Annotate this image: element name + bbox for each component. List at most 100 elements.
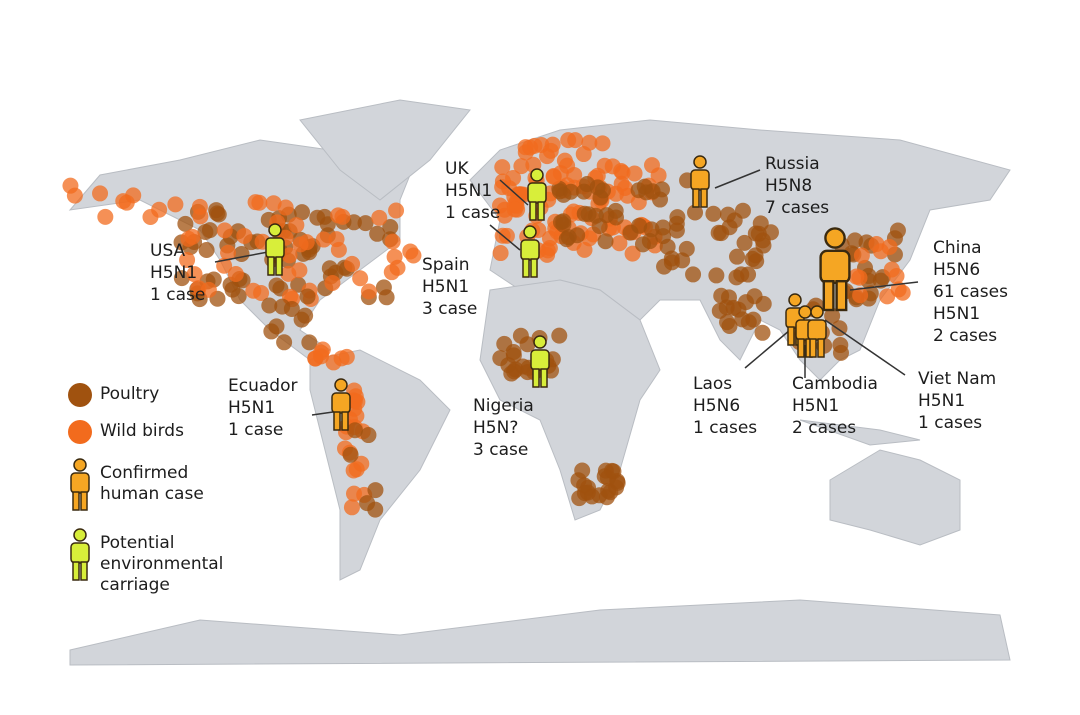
- annotation-line: Spain: [422, 255, 470, 275]
- outbreak-dot: [506, 363, 523, 380]
- outbreak-dot: [309, 209, 326, 226]
- icon-head: [523, 225, 537, 239]
- outbreak-dot: [656, 258, 673, 275]
- outbreak-dot: [236, 227, 253, 244]
- icon-head: [334, 378, 348, 392]
- outbreak-dot: [602, 484, 619, 501]
- annotation-line: Nigeria: [473, 396, 534, 416]
- outbreak-dot: [560, 132, 577, 149]
- annotation-line: Ecuador: [228, 376, 298, 396]
- annotation-line: Viet Nam: [918, 369, 997, 389]
- annotation-line: UK: [445, 159, 469, 179]
- annotation-line: H5N1: [228, 398, 276, 418]
- annotation-line: China: [933, 238, 982, 258]
- icon-leg: [72, 561, 80, 581]
- outbreak-dot: [349, 393, 366, 410]
- annotation-line: USA: [150, 241, 186, 261]
- annotation-line: H5N6: [933, 260, 981, 280]
- case-annotation: Nigeria H5N? 3 case: [473, 395, 534, 461]
- greenland: [299, 99, 471, 201]
- outbreak-dot: [579, 176, 596, 193]
- outbreak-dot: [324, 274, 341, 291]
- icon-leg: [530, 258, 538, 278]
- outbreak-dot: [369, 225, 386, 242]
- outbreak-dot: [560, 229, 577, 246]
- annotation-line: Cambodia: [792, 374, 878, 394]
- human-icons: [70, 155, 851, 581]
- legend-label: Potential environmental carriage: [100, 533, 224, 595]
- outbreak-dot: [725, 299, 742, 316]
- outbreak-dot: [848, 268, 865, 285]
- outbreak-dot: [245, 282, 262, 299]
- icon-body: [520, 239, 540, 261]
- outbreak-dot: [293, 204, 310, 221]
- outbreak-dot: [348, 407, 365, 424]
- icon-leg: [341, 411, 349, 431]
- leader-line: [849, 281, 919, 291]
- outbreak-dot: [736, 234, 753, 251]
- outbreak-dot: [179, 252, 196, 269]
- outbreak-dot: [177, 215, 194, 232]
- outbreak-dot: [345, 462, 362, 479]
- outbreak-dot: [496, 207, 513, 224]
- icon-leg: [275, 256, 283, 276]
- outbreak-dot: [299, 288, 316, 305]
- annotation-line: Laos: [693, 374, 733, 394]
- icon-head: [810, 305, 824, 319]
- icon-leg: [80, 491, 88, 511]
- human-icon: [520, 225, 540, 278]
- outbreak-dot: [347, 422, 364, 439]
- outbreak-dot: [201, 222, 218, 239]
- annotation-line: 1 case: [445, 203, 501, 223]
- human-icon: [690, 155, 710, 208]
- outbreak-dot: [142, 208, 159, 225]
- icon-body: [530, 349, 550, 371]
- icon-leg: [333, 411, 341, 431]
- outbreak-dot: [360, 427, 377, 444]
- outbreak-dot: [251, 194, 268, 211]
- outbreak-dot: [512, 327, 529, 344]
- outbreak-dot: [685, 266, 702, 283]
- outbreak-dot: [872, 272, 889, 289]
- icon-leg: [529, 201, 537, 221]
- outbreak-dot: [604, 158, 621, 175]
- outbreak-dot: [297, 307, 314, 324]
- outbreak-dot: [62, 177, 79, 194]
- outbreak-dot: [597, 233, 614, 250]
- outbreak-dot: [644, 183, 661, 200]
- outbreak-dot: [591, 218, 608, 235]
- outbreak-dot: [626, 165, 643, 182]
- human-icon: [70, 458, 90, 511]
- outbreak-dot: [581, 230, 598, 247]
- outbreak-dot: [388, 202, 405, 219]
- outbreak-dot: [744, 250, 761, 267]
- outbreak-dot: [220, 244, 237, 261]
- outbreak-dot: [513, 158, 530, 175]
- outbreak-dot: [494, 159, 511, 176]
- icon-body: [331, 392, 351, 414]
- annotation-line: H5N1: [445, 181, 493, 201]
- icon-body: [70, 472, 90, 494]
- outbreak-dot: [551, 327, 568, 344]
- outbreak-dot: [599, 469, 616, 486]
- outbreak-dot: [333, 350, 350, 367]
- outbreak-dot: [360, 283, 377, 300]
- human-icon: [331, 378, 351, 431]
- outbreak-dot: [277, 199, 294, 216]
- outbreak-dot: [92, 185, 109, 202]
- outbreak-dot: [498, 227, 515, 244]
- outbreak-dot: [852, 287, 869, 304]
- outbreak-dot: [607, 209, 624, 226]
- outbreak-dot: [167, 196, 184, 213]
- outbreak-dot: [576, 205, 593, 222]
- outbreak-dot: [545, 168, 562, 185]
- outbreak-dot: [853, 247, 870, 264]
- outbreak-dot: [173, 270, 190, 287]
- outbreak-dot: [824, 307, 841, 324]
- outbreak-dot: [512, 186, 529, 203]
- outbreak-dots: [62, 132, 911, 518]
- icon-leg: [540, 368, 548, 388]
- human-icon: [819, 227, 851, 312]
- outbreak-dot: [611, 235, 628, 252]
- outbreak-dot: [334, 208, 351, 225]
